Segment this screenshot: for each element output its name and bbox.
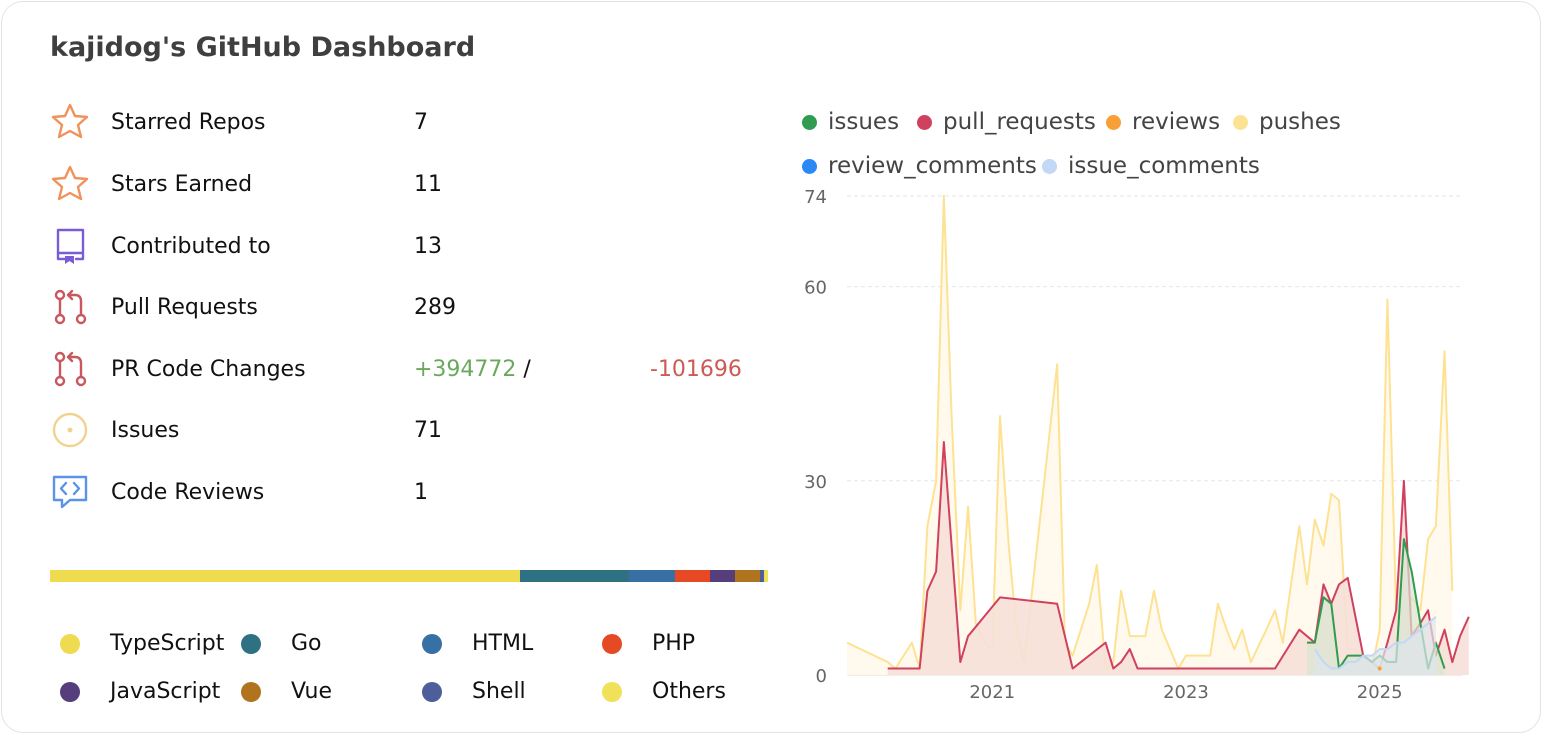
stat-value: +394772 / [414,357,531,382]
star-icon [50,164,90,204]
additions-value: +394772 [414,357,517,382]
stat-value: 11 [414,172,442,197]
series-issue_comments [1313,615,1437,675]
stat-label: Code Reviews [111,480,265,505]
language-bar-segment-php [674,570,710,582]
legend-label: reviews [1132,109,1221,135]
language-bar-segment-others [764,570,768,582]
language-color-dot [241,634,261,654]
stat-value: 7 [414,110,428,135]
stat-value: 1 [414,480,428,505]
language-color-dot [60,682,80,702]
language-color-dot [241,682,261,702]
stat-label: PR Code Changes [111,357,306,382]
language-legend-item: PHP [592,629,772,659]
language-name: TypeScript [110,631,225,656]
issue-icon [50,410,90,450]
stat-value: 289 [414,295,456,320]
language-color-dot [422,634,442,654]
stat-row-contributed-to: Contributed to 13 [50,226,770,266]
legend-dot [802,115,817,130]
language-bar-segment-vue [734,570,761,582]
language-legend-item: TypeScript [50,629,230,659]
x-tick-label: 2023 [1163,682,1209,703]
y-tick-label: 60 [804,278,827,299]
language-color-dot [422,682,442,702]
y-tick-label: 0 [816,666,827,687]
star-icon [50,102,90,142]
language-name: HTML [472,631,534,656]
language-bar-segment-shell [760,570,765,582]
pull-request-icon [50,349,90,389]
language-name: JavaScript [110,679,221,704]
series-line-issue_comments [1313,615,1437,670]
series-reviews [1377,666,1382,671]
changes-separator: / [516,357,531,382]
code-review-icon [50,472,90,512]
language-color-dot [60,634,80,654]
language-legend-item: HTML [412,629,592,659]
language-legend-item: Vue [231,677,411,707]
series-area-pushes [847,196,1453,675]
legend-dot [1233,115,1248,130]
y-tick-label: 30 [804,472,827,493]
language-color-dot [602,682,622,702]
language-name: Shell [472,679,526,704]
language-name: PHP [652,631,696,656]
language-name: Others [652,679,726,704]
stat-row-issues: Issues 71 [50,410,770,450]
legend-dot [917,115,932,130]
language-legend-item: JavaScript [50,677,230,707]
stat-label: Pull Requests [111,295,258,320]
language-bar-segment-go [519,570,630,582]
stat-row-pr-code-changes: PR Code Changes +394772 / -101696 [50,349,770,389]
x-tick-label: 2025 [1357,682,1403,703]
deletions-value: -101696 [650,357,742,382]
stat-label: Contributed to [111,234,271,259]
language-legend-item: Others [592,677,772,707]
activity-chart: 0 30 60 74 2021 2023 2025 [804,187,1470,703]
series-point-reviews [1377,666,1382,671]
legend-label: pull_requests [943,109,1096,135]
language-bar-segment-typescript [50,570,520,582]
legend-label: pushes [1259,109,1341,135]
stat-label: Starred Repos [111,110,266,135]
language-legend-item: Go [231,629,411,659]
language-name: Go [291,631,322,656]
stat-row-stars-earned: Stars Earned 11 [50,164,770,204]
legend-label: issues [828,109,900,135]
stat-value: 13 [414,234,442,259]
legend-dot [1106,115,1121,130]
stat-row-pull-requests: Pull Requests 289 [50,287,770,327]
language-bar-segment-javascript [709,570,735,582]
language-name: Vue [291,679,333,704]
repo-icon [50,226,90,266]
language-color-dot [602,634,622,654]
language-bar [50,570,768,582]
pull-request-icon [50,287,90,327]
language-bar-segment-html [629,570,675,582]
language-legend-item: Shell [412,677,592,707]
stat-row-code-reviews: Code Reviews 1 [50,472,770,512]
x-tick-label: 2021 [969,682,1015,703]
series-area-issue_comments [1314,616,1436,675]
legend-dot [802,159,817,174]
legend-dot [1042,159,1057,174]
stat-row-starred-repos: Starred Repos 7 [50,102,770,142]
y-tick-label: 74 [804,187,827,208]
stat-label: Issues [111,418,180,443]
stat-value: 71 [414,418,442,443]
dashboard-title: kajidog's GitHub Dashboard [50,32,476,63]
stat-label: Stars Earned [111,172,253,197]
legend-label: review_comments [828,153,1037,179]
legend-label: issue_comments [1068,153,1260,179]
